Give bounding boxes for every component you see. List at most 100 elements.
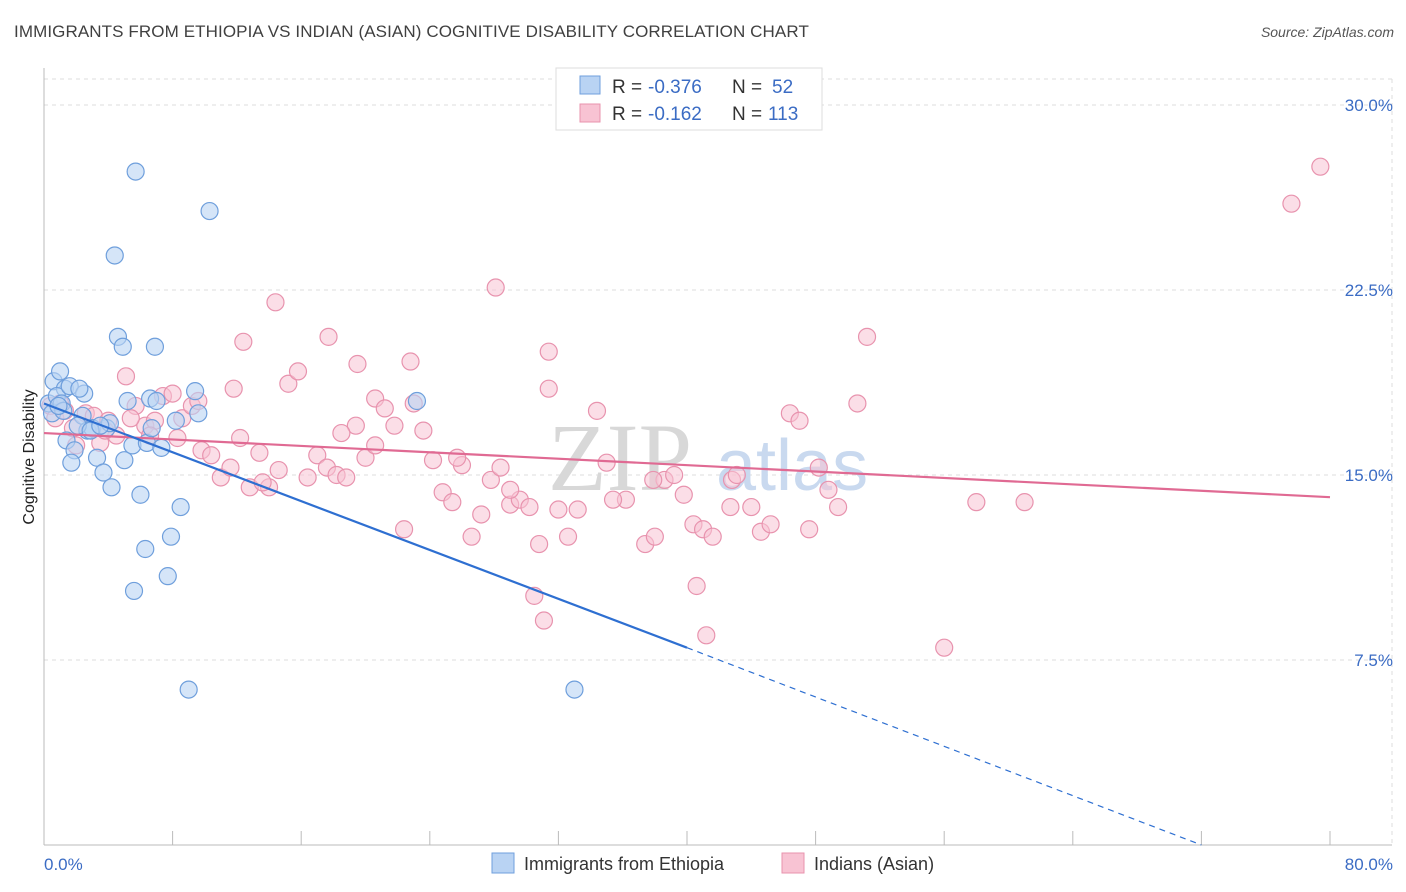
stats-legend: R = -0.376 N = 52 R = -0.162 N = 113 — [555, 67, 823, 131]
x-tick-label-min: 0.0% — [44, 855, 83, 874]
y-axis-title: Cognitive Disability — [21, 389, 38, 524]
point-indians-81 — [935, 638, 954, 657]
series-legend: Immigrants from Ethiopia Indians (Asian) — [491, 852, 934, 874]
point-indians-83 — [697, 626, 716, 645]
point-indians-47 — [472, 505, 491, 524]
legend-r-label-1: R = — [612, 77, 642, 98]
point-indians-44 — [443, 493, 462, 512]
point-indians-57 — [568, 500, 587, 519]
point-indians-77 — [819, 480, 838, 499]
point-indians-74 — [790, 411, 809, 430]
point-indians-103 — [1282, 194, 1301, 213]
point-ethiopia-14 — [62, 453, 81, 472]
point-indians-49 — [491, 458, 510, 477]
point-ethiopia-42 — [407, 391, 427, 411]
legend-n-value-1: 52 — [772, 77, 793, 98]
watermark-atlas: atlas — [716, 426, 868, 506]
point-indians-41 — [414, 421, 433, 440]
trend-line-indians — [43, 431, 1331, 499]
axes — [43, 68, 1392, 846]
point-ethiopia-40 — [147, 391, 166, 411]
point-ethiopia-33 — [113, 337, 132, 356]
point-indians-98 — [644, 470, 663, 490]
point-ethiopia-18 — [115, 451, 134, 470]
point-indians-42 — [423, 451, 443, 470]
point-indians-97 — [603, 490, 623, 509]
point-indians-70 — [742, 497, 761, 517]
point-indians-101 — [967, 493, 986, 512]
point-indians-79 — [848, 394, 867, 413]
point-indians-54 — [539, 379, 558, 398]
point-indians-91 — [486, 278, 505, 297]
point-indians-90 — [348, 354, 367, 374]
point-ethiopia-2 — [50, 362, 70, 381]
point-indians-109 — [121, 409, 140, 428]
point-indians-29 — [298, 468, 317, 487]
y-tick-label-1: 15.0% — [1345, 466, 1393, 485]
legend-swatch-blue — [579, 75, 601, 95]
legend-r-value-1: -0.376 — [648, 77, 702, 98]
point-ethiopia-26 — [161, 527, 181, 546]
x-tick-labels: 0.0% 80.0% — [44, 855, 1393, 874]
point-indians-76 — [809, 458, 828, 477]
point-indians-62 — [645, 527, 664, 546]
legend-r-label-2: R = — [612, 104, 642, 125]
point-indians-64 — [665, 465, 684, 485]
point-ethiopia-38 — [186, 382, 205, 401]
point-indians-19 — [202, 446, 221, 465]
point-indians-87 — [266, 293, 285, 312]
point-indians-96 — [501, 480, 520, 499]
point-ethiopia-23 — [142, 419, 161, 438]
point-ethiopia-41 — [189, 404, 208, 423]
y-tick-label-2: 22.5% — [1345, 281, 1393, 300]
point-indians-89 — [319, 327, 338, 346]
legend-swatch-pink — [579, 103, 601, 123]
point-ethiopia-31 — [565, 680, 584, 699]
trend-line-ethiopia-extension — [686, 647, 1202, 846]
point-indians-58 — [587, 401, 607, 420]
point-ethiopia-24 — [131, 485, 150, 504]
point-indians-111 — [224, 379, 243, 398]
point-ethiopia-34 — [145, 337, 165, 356]
point-indians-100 — [727, 465, 746, 485]
point-indians-110 — [168, 428, 187, 448]
point-indians-59 — [597, 453, 616, 472]
point-indians-94 — [366, 436, 385, 455]
point-indians-26 — [269, 460, 288, 480]
point-indians-37 — [375, 399, 394, 418]
legend-n-label-1: N = — [732, 77, 762, 98]
point-indians-34 — [346, 416, 365, 435]
point-indians-80 — [857, 327, 877, 346]
y-tick-labels: 7.5% 15.0% 22.5% 30.0% — [1345, 96, 1393, 670]
trend-lines — [43, 402, 1331, 846]
point-ethiopia-35 — [105, 246, 124, 265]
point-indians-10 — [116, 367, 136, 386]
point-indians-88 — [234, 332, 253, 351]
point-indians-65 — [674, 485, 693, 504]
point-indians-28 — [288, 362, 308, 381]
bottom-legend-swatch-blue — [491, 852, 515, 874]
x-tick-label-max: 80.0% — [1345, 855, 1393, 874]
series-indians-points — [41, 157, 1330, 657]
point-ethiopia-51 — [118, 391, 137, 411]
point-indians-92 — [539, 342, 558, 361]
point-ethiopia-36 — [126, 162, 145, 181]
point-indians-72 — [761, 515, 780, 534]
point-ethiopia-28 — [158, 567, 177, 586]
y-tick-label-0: 7.5% — [1354, 651, 1393, 670]
point-indians-99 — [721, 497, 740, 517]
point-ethiopia-37 — [200, 201, 219, 221]
y-tick-label-3: 30.0% — [1345, 96, 1393, 115]
point-indians-15 — [163, 384, 182, 403]
bottom-legend-label-2: Indians (Asian) — [814, 854, 934, 874]
bottom-legend-swatch-pink — [781, 852, 805, 874]
point-ethiopia-29 — [124, 581, 144, 601]
point-indians-93 — [332, 423, 351, 443]
point-indians-68 — [703, 527, 722, 546]
point-ethiopia-27 — [136, 539, 155, 559]
point-indians-56 — [558, 527, 578, 546]
legend-r-value-2: -0.162 — [648, 104, 702, 125]
point-indians-55 — [549, 500, 568, 519]
legend-n-label-2: N = — [732, 104, 762, 125]
